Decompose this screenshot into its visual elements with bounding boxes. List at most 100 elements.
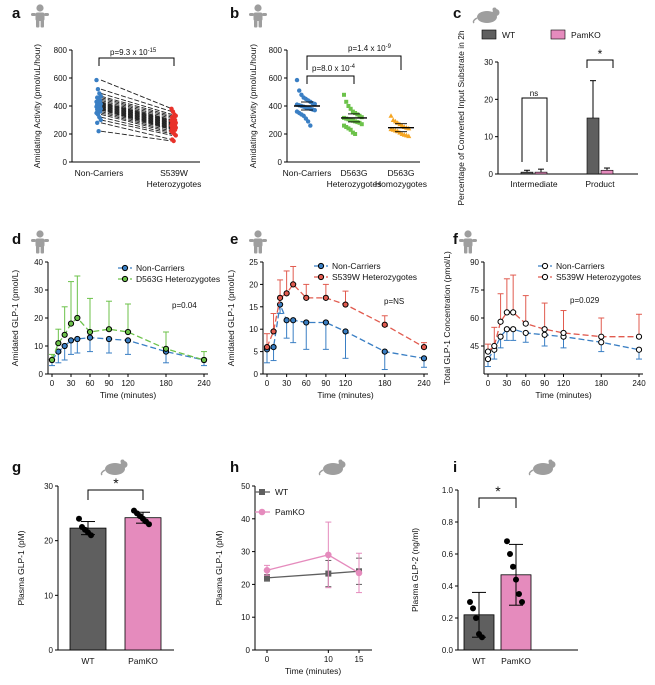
series-line [487,328,640,360]
data-point [290,281,297,288]
data-point-non-carrier [95,120,100,126]
y-tick-label: 1.0 [442,486,454,495]
data-point [283,290,290,297]
legend-label: Non-Carriers [332,261,381,271]
data-point-non-carrier [96,129,101,134]
legend-marker [317,273,325,281]
x-tick-label: 30 [282,379,291,388]
data-point-non-carrier [95,87,101,92]
significance-annotation: ns [530,89,538,98]
x-axis-label: Time (minutes) [285,666,342,676]
data-point [503,326,510,333]
p-value-annotation: p=0.04 [172,301,197,310]
significance-bracket [98,57,175,66]
paired-line [100,109,173,130]
data-point [346,117,351,122]
bar [520,171,534,175]
y-tick-label: 200 [269,130,283,139]
y-tick-label: 50 [241,482,250,491]
x-tick-label: 90 [105,379,114,388]
x-tick-label: 120 [121,379,135,388]
y-tick-label: 45 [470,342,479,351]
data-point [388,113,394,118]
data-point [67,320,75,327]
panel-label-f: f [453,231,459,248]
series-line [51,317,205,361]
legend-marker [541,273,549,281]
x-tick-label: 120 [339,379,353,388]
x-tick-label: 60 [86,379,95,388]
paired-line [100,103,173,124]
y-tick-label: 0 [49,646,54,655]
data-point [61,331,68,338]
y-axis-label: Total GLP-1 Concentration (pmol/L) [442,251,452,385]
p-value-exponent: -15 [148,48,157,54]
y-tick-label: 30 [241,548,250,557]
data-point [48,356,56,364]
p-value-exponent: -9 [386,44,392,50]
y-axis-label: Percentage of Converted Input Substrate … [456,30,466,206]
data-point [420,344,428,351]
x-tick-label: 90 [540,379,549,388]
x-tick-label: 0 [50,379,55,388]
data-point [355,112,360,117]
data-point [283,317,290,324]
y-tick-label: 0 [246,646,251,655]
data-point [344,125,349,129]
data-point [86,334,94,341]
y-axis-label: Amidating Activity (pmol/uL/hour) [32,44,42,168]
data-point [303,294,310,301]
x-tick-label: Product [585,179,615,189]
data-point [322,294,329,301]
data-point [312,108,317,113]
y-tick-label: 10 [34,342,43,351]
panel-label-e: e [230,231,238,248]
y-tick-label: 400 [54,102,68,111]
y-tick-label: 0 [254,370,259,379]
x-tick-label: Heterozygotes [327,179,382,189]
data-point [350,109,355,114]
data-point [381,321,388,328]
series-line [487,311,639,353]
paired-line [100,88,173,113]
paired-line [100,101,173,122]
data-point [560,329,567,337]
mouse-icon [100,458,129,476]
data-point [294,77,300,83]
paired-line [100,107,173,128]
legend-marker [258,508,266,516]
panel-label-c: c [453,5,461,22]
paired-line [100,111,173,131]
x-tick-label: D563G [341,168,368,178]
data-point [497,333,504,340]
data-point [510,326,517,333]
data-point [406,133,412,139]
y-tick-label: 40 [241,515,250,524]
panel-label-i: i [453,459,457,476]
legend-label: WT [502,30,515,40]
data-point [342,301,349,308]
x-tick-label: 10 [324,655,333,664]
data-point [507,551,513,557]
data-point [105,335,113,343]
data-point [76,515,82,522]
x-tick-label: PamKO [501,656,531,666]
data-point [510,563,516,570]
y-tick-label: 600 [54,74,68,83]
paired-line [100,104,173,125]
x-tick-label: Non-Carriers [283,168,332,178]
mouse-icon [472,6,501,24]
paired-line [100,104,173,124]
y-tick-label: 75 [470,286,479,295]
x-tick-label: 60 [521,379,530,388]
data-point [86,328,94,336]
legend-marker [317,262,325,270]
data-point [346,104,351,108]
significance-annotation: * [495,483,501,499]
data-point [420,355,428,362]
data-point [303,319,310,326]
y-axis-label: Amidated GLP-1 (pmol/L) [10,270,20,367]
data-point [381,348,388,355]
data-point [55,340,62,347]
